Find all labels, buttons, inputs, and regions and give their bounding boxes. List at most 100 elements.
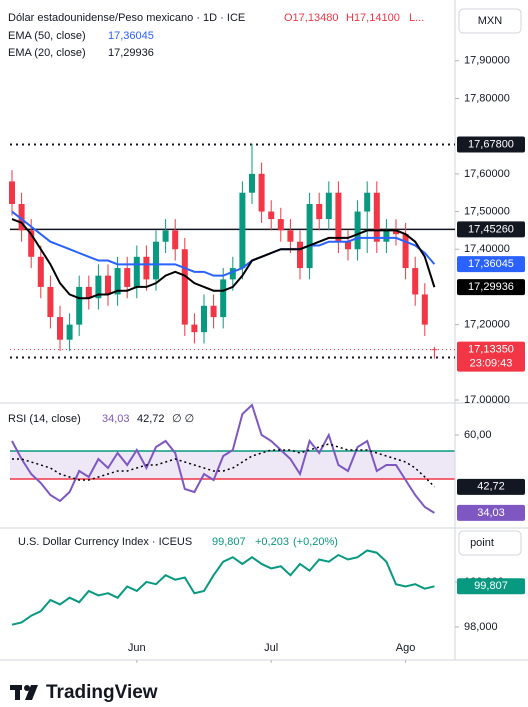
candle-body <box>268 211 275 220</box>
symbol-title: Dólar estadounidense/Peso mexicano · 1D … <box>8 12 245 24</box>
candle-body <box>316 204 323 220</box>
candle-body <box>239 192 246 269</box>
y-tick-label: 17,50000 <box>464 205 510 217</box>
candle-body <box>57 317 63 340</box>
candle-body <box>9 181 15 205</box>
candle-body <box>364 192 371 212</box>
candle-body <box>37 256 44 287</box>
series-line <box>11 403 435 514</box>
series-tag-bg <box>457 478 525 495</box>
candle-body <box>421 294 428 325</box>
y-tick-label: 17,90000 <box>464 55 510 67</box>
rsi-value: 34,03 <box>102 413 130 425</box>
candle-body <box>114 268 121 295</box>
scale-button[interactable] <box>458 530 522 556</box>
series-tag-bg <box>457 279 525 296</box>
ohlc-high: H17,14100 <box>346 12 400 24</box>
series-line <box>11 549 435 626</box>
candle-body <box>191 324 198 333</box>
x-tick-label: Jul <box>264 642 278 654</box>
candle-body <box>249 173 255 193</box>
y-tick-label: 17,60000 <box>464 168 510 180</box>
last-price-tag: 17,13350 <box>468 344 514 356</box>
dxy-change-pct: (+0,20%) <box>293 536 338 548</box>
y-tick-label: 98,000 <box>464 621 498 633</box>
candle-body <box>393 230 399 235</box>
series-tag: 42,72 <box>477 481 505 493</box>
last-price-tag-bg <box>457 341 525 358</box>
candle-body <box>297 241 303 269</box>
candle-body <box>287 230 294 242</box>
candle-body <box>220 279 227 318</box>
y-tick-label: 17,80000 <box>464 92 510 104</box>
candle-body <box>258 173 265 212</box>
level-tag-bg <box>457 136 525 153</box>
candle-body <box>306 204 313 269</box>
candle-body <box>143 256 150 280</box>
logo: TradingView <box>46 682 158 703</box>
candle-body <box>345 241 351 250</box>
y-tick-label: 60,00 <box>464 429 492 441</box>
rsi-suffix: ∅ ∅ <box>172 413 194 425</box>
countdown-tag-bg <box>457 355 525 372</box>
x-tick-label: Jun <box>128 642 146 654</box>
ema50-legend: EMA (50, close) <box>8 30 86 42</box>
currency-button[interactable] <box>458 8 522 34</box>
series-tag-bg <box>457 578 525 595</box>
candle-body <box>76 286 83 325</box>
candle-body <box>95 275 102 299</box>
dxy-change: +0,203 <box>255 536 289 548</box>
candle-body <box>181 249 188 325</box>
countdown-tag: 23:09:43 <box>470 358 513 370</box>
candle-body <box>325 192 332 220</box>
level-tag: 17,45260 <box>468 223 514 235</box>
ohlc-open: O17,13480 <box>284 12 338 24</box>
level-tag: 17,67800 <box>468 138 514 150</box>
rsi-ma-value: 42,72 <box>137 413 165 425</box>
y-tick-label: 17,20000 <box>464 319 510 331</box>
candle-body <box>335 192 342 242</box>
candle-body <box>105 275 111 295</box>
candle-body <box>162 230 169 242</box>
series-tag-bg <box>457 504 525 521</box>
logo-icon <box>10 685 38 700</box>
candle-body <box>412 268 419 295</box>
x-tick-label: Ago <box>396 642 416 654</box>
series-tag-bg <box>457 256 525 273</box>
candle-body <box>277 219 284 231</box>
candle-body <box>373 192 380 242</box>
ohlc-low: L... <box>409 12 424 24</box>
candle-body <box>201 305 207 333</box>
series-tag: 34,03 <box>477 507 505 519</box>
series-line <box>11 218 436 300</box>
candle-body <box>354 211 361 250</box>
candle-body <box>85 286 92 299</box>
candle-body <box>383 230 390 242</box>
series-tag: 17,29936 <box>468 281 514 293</box>
candle-body <box>133 256 140 287</box>
candle-body <box>47 286 54 318</box>
candle-body <box>124 268 131 287</box>
candle-body <box>66 324 73 340</box>
candle-body <box>18 204 25 231</box>
candle-body <box>210 305 217 318</box>
candle-body <box>153 241 159 280</box>
candle-body <box>172 230 179 250</box>
currency[interactable]: MXN <box>478 15 503 27</box>
dxy-value: 99,807 <box>212 536 246 548</box>
ema20-value: 17,29936 <box>108 47 154 59</box>
candle-body <box>229 268 236 280</box>
y-tick-label: 17.00000 <box>464 394 510 406</box>
level-tag-bg <box>457 221 525 238</box>
series-line <box>12 443 435 488</box>
series-tag: 99,807 <box>474 580 508 592</box>
y-tick-label: 17,40000 <box>464 243 510 255</box>
rsi-legend: RSI (14, close) <box>8 413 81 425</box>
ema20-legend: EMA (20, close) <box>8 47 86 59</box>
scale-label[interactable]: point <box>470 537 494 549</box>
ema50-value: 17,36045 <box>108 30 154 42</box>
candle-body <box>28 230 35 257</box>
dxy-legend: U.S. Dollar Currency Index · ICEUS <box>18 536 192 548</box>
